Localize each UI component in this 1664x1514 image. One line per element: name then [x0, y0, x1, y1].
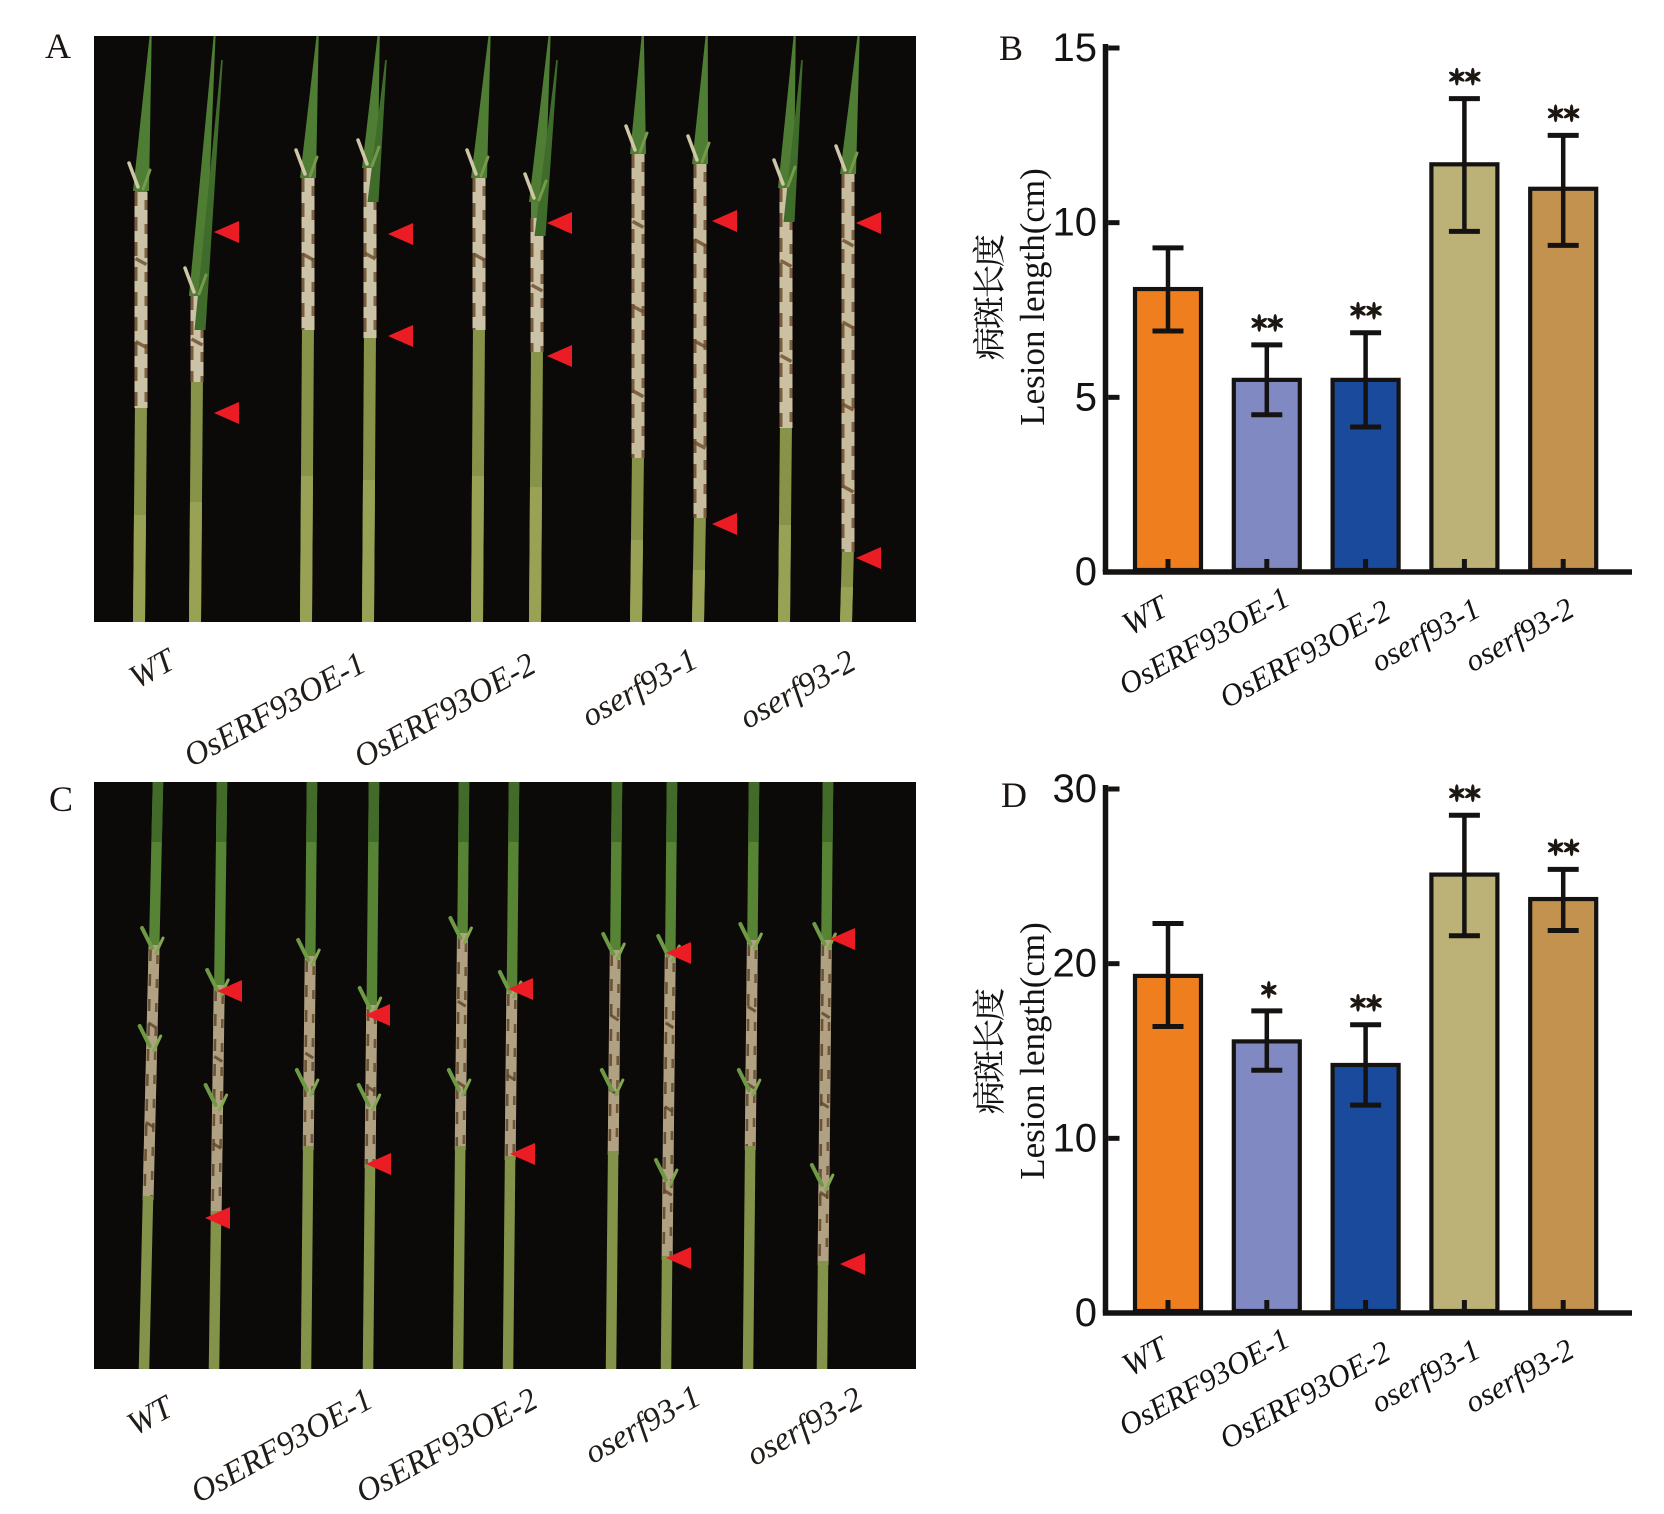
svg-text:15: 15 [1053, 26, 1098, 70]
svg-text:A: A [45, 26, 71, 66]
svg-text:Lesion length(cm): Lesion length(cm) [1013, 922, 1052, 1180]
svg-text:0: 0 [1075, 1291, 1097, 1335]
svg-text:30: 30 [1053, 767, 1098, 811]
svg-text:10: 10 [1053, 201, 1098, 245]
svg-text:10: 10 [1053, 1116, 1098, 1160]
svg-text:D: D [1001, 775, 1027, 815]
svg-text:C: C [49, 779, 73, 819]
svg-text:5: 5 [1075, 375, 1097, 419]
svg-text:B: B [999, 28, 1023, 68]
svg-text:Lesion length(cm): Lesion length(cm) [1013, 168, 1052, 426]
svg-text:0: 0 [1075, 550, 1097, 594]
svg-text:20: 20 [1053, 942, 1098, 986]
